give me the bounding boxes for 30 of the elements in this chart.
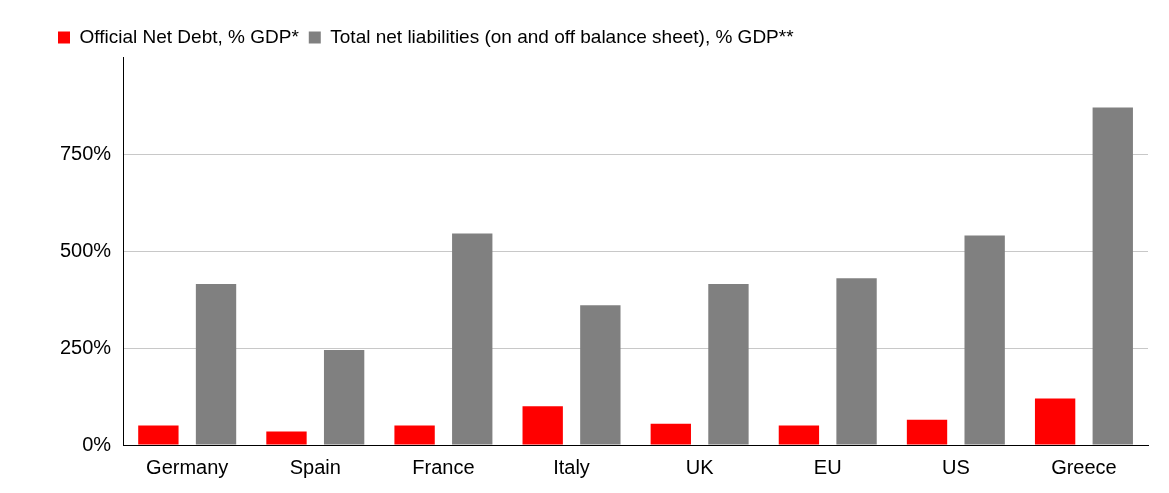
x-tick-label: Italy <box>553 455 590 478</box>
x-tick-label: US <box>941 455 970 478</box>
bar <box>452 233 493 445</box>
legend-label: Total net liabilities (on and off balance sheet), % GDP** <box>330 25 795 47</box>
bar <box>708 283 749 445</box>
y-tick-label: 0% <box>82 432 112 455</box>
bar <box>323 349 365 445</box>
bar <box>1034 398 1076 445</box>
bar <box>964 235 1005 445</box>
bar <box>906 419 948 445</box>
bar <box>836 278 877 445</box>
x-tick-label: Spain <box>289 455 341 478</box>
bar <box>394 425 435 445</box>
bar <box>650 423 691 445</box>
bar <box>195 283 237 445</box>
x-tick-label: Germany <box>146 455 229 478</box>
bar <box>522 406 563 445</box>
bar <box>1092 107 1133 445</box>
y-tick-label: 250% <box>60 335 112 358</box>
bar <box>580 305 621 445</box>
x-tick-label: Greece <box>1051 455 1117 478</box>
legend-label: Official Net Debt, % GDP* <box>79 25 300 47</box>
x-tick-label: UK <box>685 455 715 478</box>
bar <box>266 431 307 445</box>
x-tick-label: France <box>412 455 475 478</box>
bar <box>138 425 179 445</box>
x-tick-label: EU <box>813 455 842 478</box>
bar <box>778 425 820 445</box>
y-tick-label: 500% <box>60 238 112 261</box>
y-tick-label: 750% <box>60 141 112 164</box>
